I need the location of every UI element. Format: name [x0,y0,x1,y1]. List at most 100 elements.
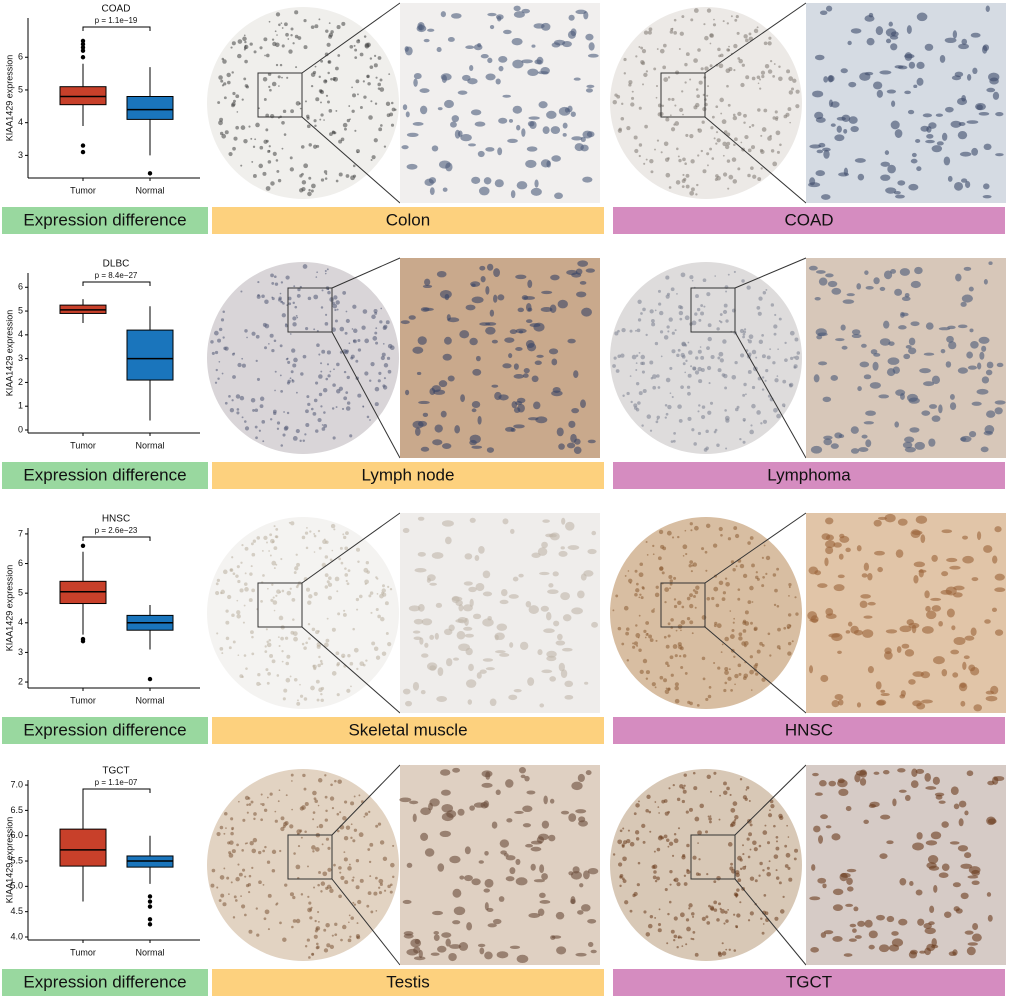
tissue-texture [557,633,563,641]
tissue-texture [255,907,258,910]
tissue-texture [664,888,668,892]
tissue-texture [944,37,957,43]
tissue-texture [684,62,688,67]
tissue-texture [328,109,333,113]
tissue-texture [865,286,874,290]
tissue-texture [508,119,514,123]
tissue-texture [266,681,270,685]
tissue-texture [273,567,276,570]
tissue-image [207,2,401,204]
tissue-texture [291,598,296,602]
tissue-texture [306,938,310,942]
tissue-texture [904,90,911,95]
tissue-texture [381,352,386,357]
tissue-texture [220,589,226,595]
tissue-texture [536,354,544,358]
tissue-texture [551,935,562,939]
tissue-texture [726,786,730,791]
tissue-texture [667,76,671,79]
tissue-texture [210,340,214,344]
tissue-texture [709,820,712,824]
tissue-texture [738,58,743,64]
tissue-texture [725,948,728,951]
tissue-texture [585,268,596,273]
tissue-texture [491,821,498,829]
tissue-texture [424,848,435,857]
label-bar-text: Lymphoma [767,465,851,484]
tissue-texture [731,157,737,162]
tissue-texture [351,328,354,330]
tissue-texture [828,780,837,787]
tissue-texture [929,404,938,409]
tissue-texture [460,394,465,403]
tissue-texture [792,78,797,83]
tissue-texture [280,22,283,25]
tissue-texture [309,530,312,533]
zoom-line [704,116,807,204]
tissue-texture [558,550,568,557]
tissue-texture [313,797,317,801]
tissue-texture [304,100,307,103]
y-tick-label: 5.0 [10,881,23,891]
tissue-texture [449,855,461,864]
tissue-texture [967,942,979,946]
tissue-texture [400,320,410,325]
tissue-texture [964,930,974,935]
tissue-texture [737,57,741,60]
tissue-texture [783,405,786,408]
tissue-texture [387,585,390,588]
tissue-texture [427,574,436,582]
tissue-texture [817,332,828,337]
tissue-texture [728,174,734,180]
tissue-texture [723,373,728,379]
tissue-texture [431,552,444,559]
tissue-texture [840,324,846,331]
y-tick-label: 1 [18,401,23,411]
tissue-texture [718,63,724,69]
tissue-texture [310,189,314,193]
tissue-texture [369,875,372,878]
tissue-texture [580,904,591,912]
tissue-texture [389,890,393,894]
tissue-texture [241,363,246,368]
tissue-texture [334,319,338,323]
tissue-texture [275,12,281,17]
tissue-texture [738,632,743,637]
tissue-texture [513,689,522,693]
tissue-texture [318,392,323,397]
tissue-texture [857,173,865,181]
tissue-texture [761,677,766,682]
tissue-texture [913,561,926,568]
tissue-texture [643,629,647,633]
tissue-texture [267,160,272,164]
tissue-texture [641,586,645,589]
tissue-texture [971,577,979,582]
tissue-texture [698,858,701,861]
tissue-texture [749,823,753,827]
tissue-texture [280,389,284,393]
tissue-texture [782,895,785,898]
tissue-texture [726,22,729,25]
tissue-texture [710,355,715,360]
tissue-texture [739,328,745,334]
tissue-texture [471,400,481,408]
tissue-texture [231,849,236,854]
tissue-texture [438,160,451,169]
y-tick-label: 5 [18,84,23,94]
tissue-texture [230,831,234,836]
tissue-texture [865,439,872,448]
tissue-texture [319,118,322,121]
tissue-texture [274,30,277,33]
tissue-texture [289,377,292,380]
tissue-texture [762,830,768,835]
tissue-texture [654,916,657,919]
tissue-texture [496,623,508,631]
tissue-texture [906,25,912,34]
tissue-texture [697,154,700,157]
tissue-texture [441,803,454,813]
tissue-texture [739,778,743,781]
tissue-texture [668,841,674,846]
tissue-texture [689,134,694,139]
tissue-texture [324,272,327,275]
tissue-texture [285,357,289,361]
